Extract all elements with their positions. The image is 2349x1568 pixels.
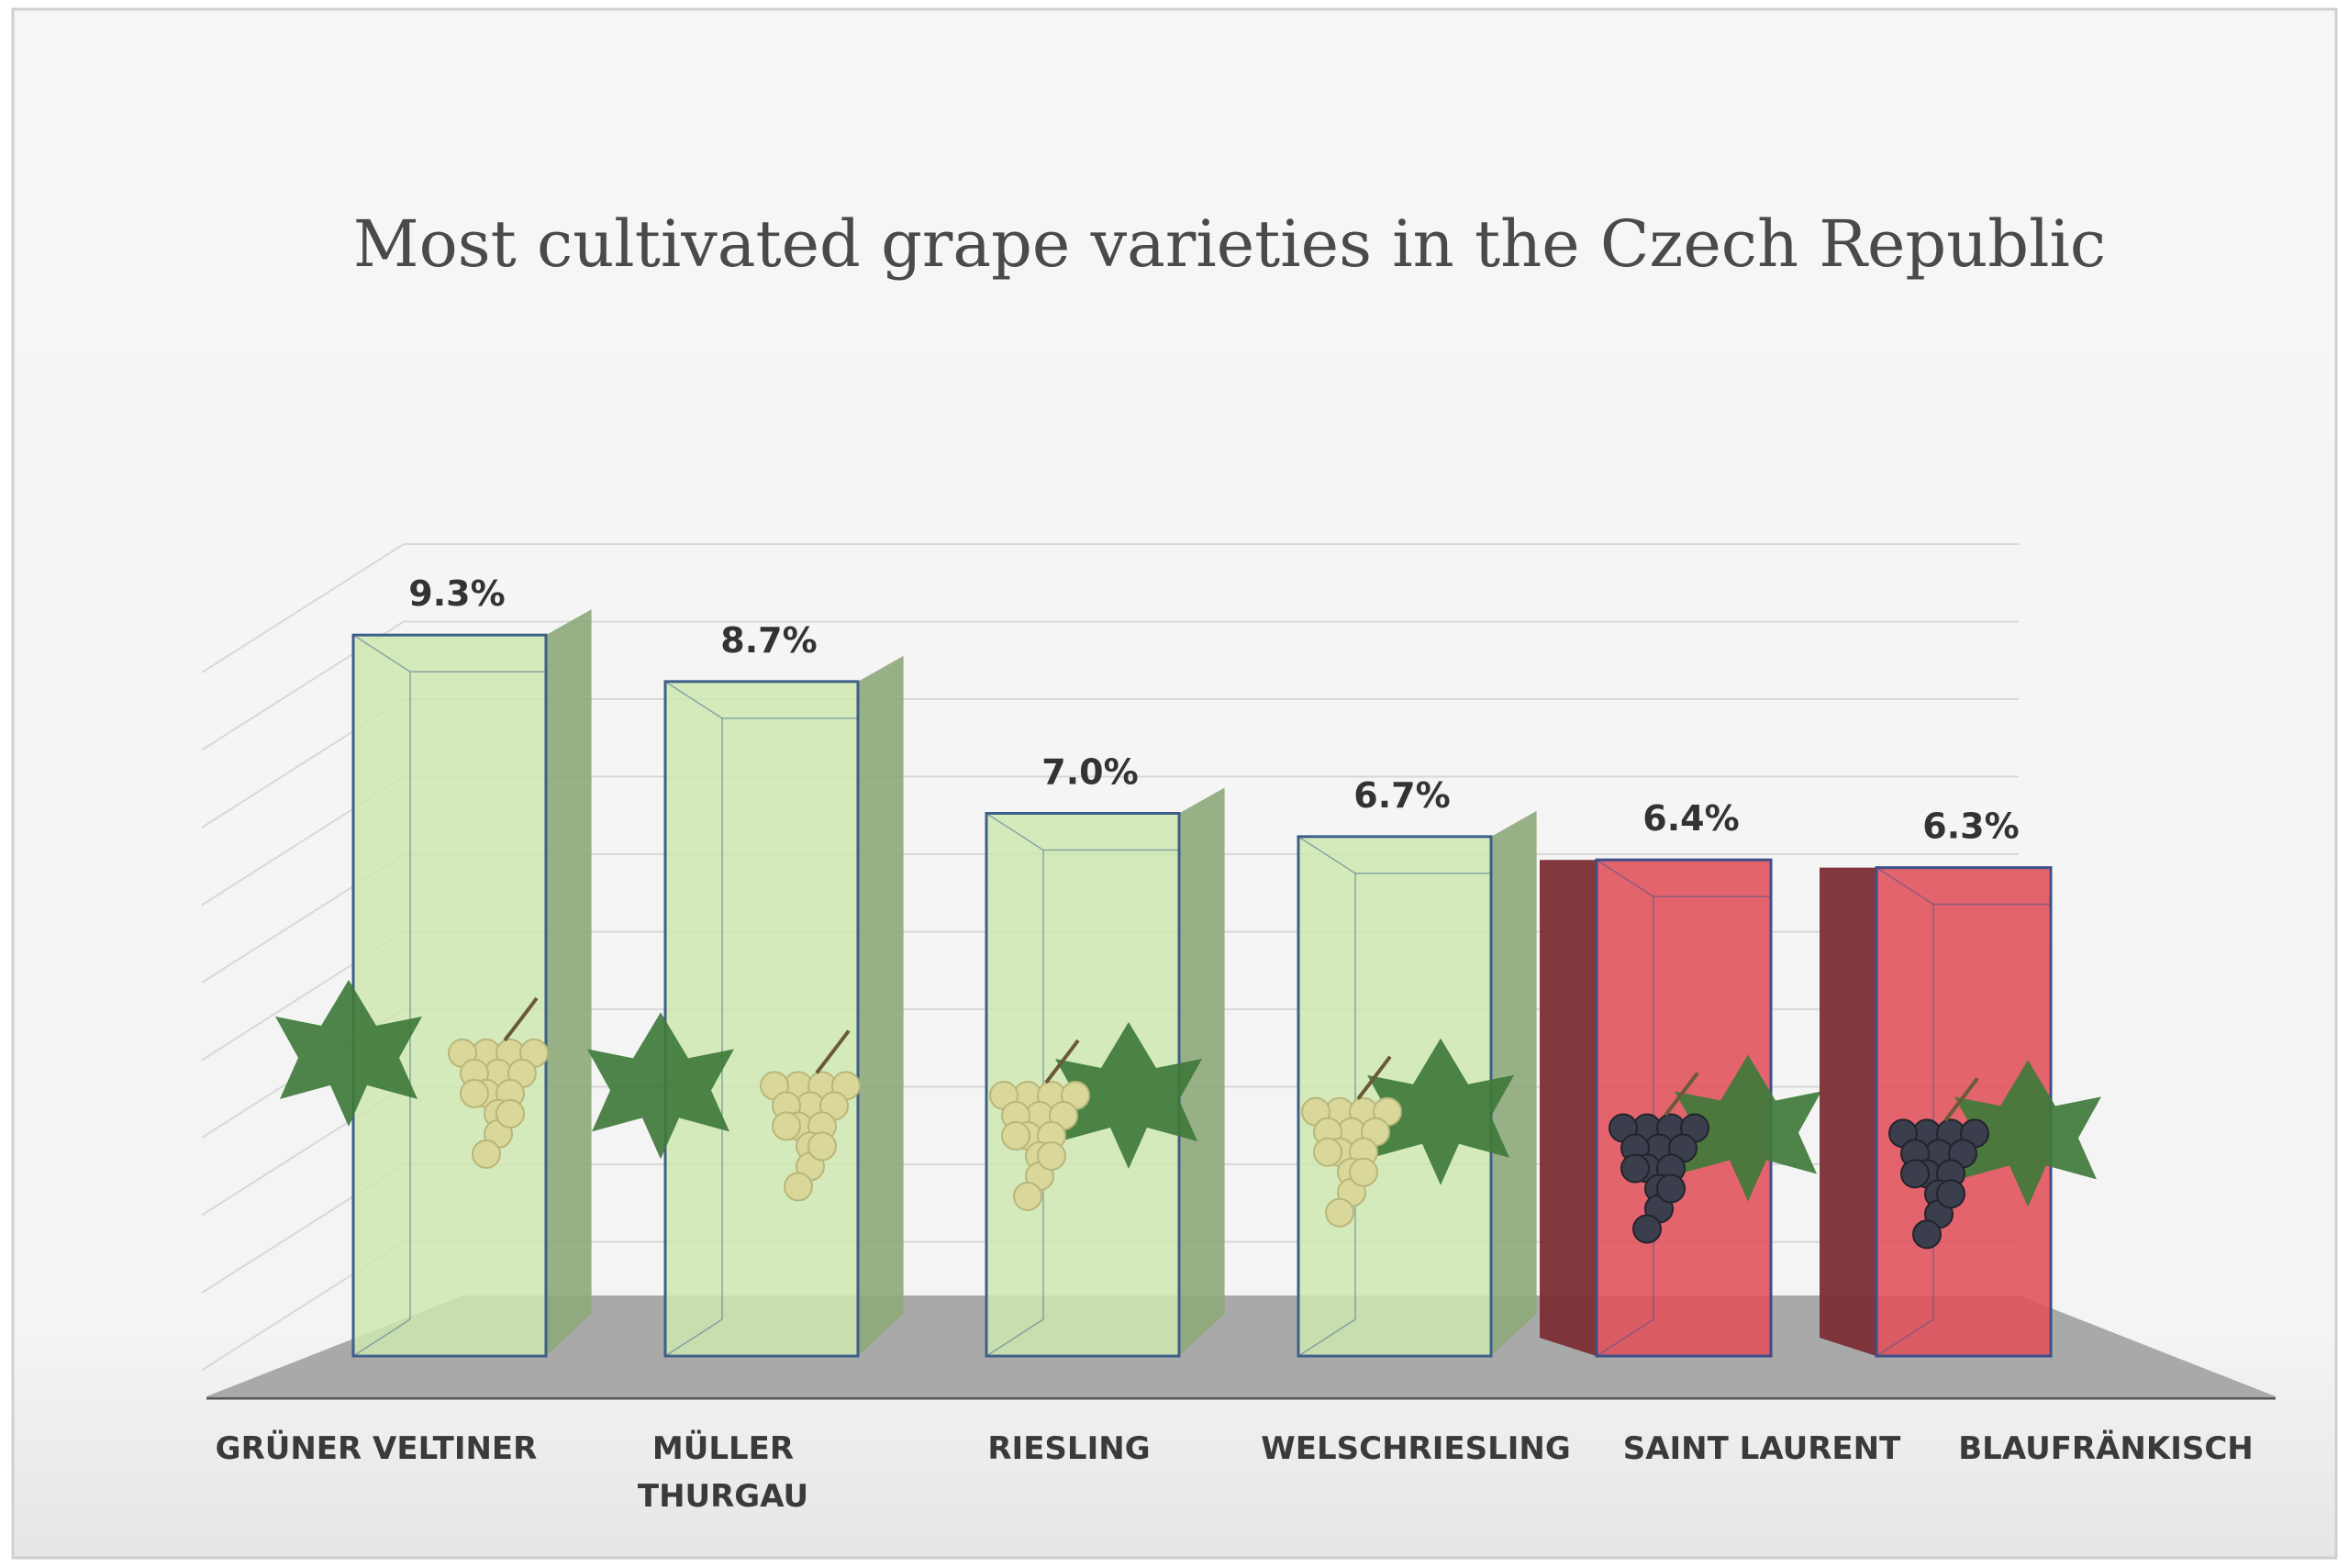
x-tick-label: THURGAU	[638, 1478, 808, 1515]
bar-inner-edge	[985, 812, 1044, 851]
grape-berry	[1313, 1137, 1342, 1167]
grape-stem	[1943, 1077, 1979, 1122]
bar-side-face	[1820, 867, 1876, 1356]
grape-berry	[460, 1078, 489, 1108]
grape-berry	[1900, 1159, 1930, 1189]
grape-leaf-icon	[1055, 1021, 1202, 1169]
bar-inner-edge	[1876, 867, 1934, 906]
grape-berry	[772, 1111, 801, 1141]
bar-inner-edge	[1297, 1318, 1356, 1357]
grape-leaf-icon	[1954, 1060, 2101, 1207]
data-label: 7.0%	[1041, 752, 1138, 793]
bar-group: 6.4%	[1540, 798, 1821, 1358]
x-tick-label: BLAUFRÄNKISCH	[1958, 1429, 2254, 1467]
grid-line-side	[201, 543, 405, 673]
grape-stem	[1664, 1072, 1699, 1117]
grape-leaf-icon	[1367, 1038, 1514, 1185]
grape-leaf-icon	[587, 1012, 734, 1160]
bar-group: 8.7%	[587, 620, 904, 1358]
grape-berry	[1936, 1179, 1965, 1209]
x-tick-label: GRÜNER VELTINER	[216, 1429, 538, 1467]
grape-berry	[1620, 1153, 1650, 1184]
data-label: 8.7%	[720, 620, 817, 661]
bar-side-face	[1491, 810, 1537, 1356]
grape-berry	[1325, 1197, 1354, 1228]
bar-inner-edge	[1596, 1318, 1654, 1357]
grape-berry	[1656, 1173, 1686, 1204]
bar-group: 6.7%	[1297, 775, 1537, 1358]
bar	[663, 680, 860, 1358]
x-tick-label: RIESLING	[987, 1430, 1150, 1467]
grape-berry	[1001, 1120, 1030, 1151]
grape-berry	[1013, 1181, 1042, 1211]
grape-leaf-icon	[1675, 1054, 1821, 1202]
grape-berry	[472, 1139, 501, 1169]
bar-side-face	[1179, 787, 1225, 1356]
bar-inner-edge	[1297, 836, 1356, 874]
bar-side-face	[858, 655, 904, 1356]
bar-side-face	[1540, 860, 1597, 1356]
bar-inner-edge	[1596, 859, 1654, 897]
bar-inner-edge	[985, 1318, 1044, 1357]
data-label: 6.3%	[1922, 806, 2019, 847]
bar-inner-edge	[664, 1318, 723, 1357]
bar-inner-edge	[664, 681, 723, 719]
x-tick-label: SAINT LAURENT	[1623, 1430, 1901, 1467]
grape-berry	[1349, 1157, 1378, 1187]
bar	[351, 633, 548, 1358]
grape-stem	[1044, 1039, 1080, 1084]
bar-inner-edge	[1876, 1318, 1934, 1357]
grape-berry	[1037, 1140, 1066, 1171]
grape-berry	[807, 1131, 837, 1162]
grape-leaf-icon	[275, 979, 422, 1127]
bar-inner-edge	[352, 634, 411, 673]
bar-side-face	[546, 609, 592, 1356]
x-tick-label: WELSCHRIESLING	[1261, 1430, 1571, 1467]
chart-title: Most cultivated grape varieties in the C…	[353, 206, 2106, 282]
grape-berry	[495, 1098, 525, 1129]
category-labels: GRÜNER VELTINER MÜLLER THURGAU RIESLING WELS…	[216, 1429, 2254, 1515]
grape-berry	[784, 1172, 813, 1202]
bar-group: 6.3%	[1820, 806, 2101, 1358]
bar-inner-edge	[352, 1318, 411, 1357]
data-label: 6.7%	[1353, 775, 1450, 816]
x-tick-label: MÜLLER	[652, 1429, 794, 1467]
bar-group: 7.0%	[985, 752, 1225, 1358]
grape-stem	[503, 996, 539, 1042]
bar-group: 9.3%	[275, 573, 592, 1358]
data-label: 9.3%	[408, 573, 505, 614]
grape-berry	[1912, 1219, 1942, 1250]
data-label: 6.4%	[1642, 798, 1739, 839]
grape-stem	[1356, 1055, 1392, 1100]
grape-berry	[1632, 1214, 1662, 1244]
bars: 9.3% 8.7% 7.0% 6.7% 6.4% 6.3%	[275, 573, 2101, 1358]
grape-stem	[815, 1029, 851, 1074]
